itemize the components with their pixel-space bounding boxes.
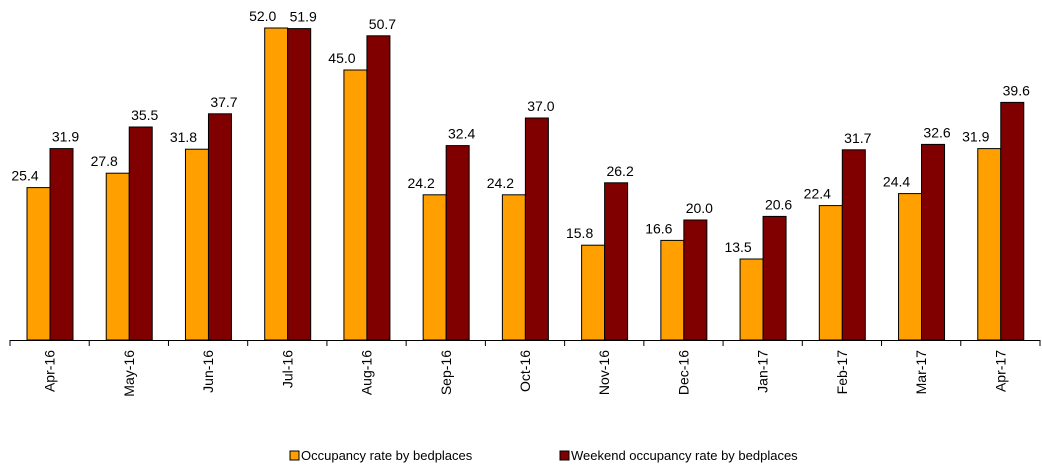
value-label: 16.6 <box>645 220 672 236</box>
legend-swatch-occupancy <box>289 450 300 461</box>
bar-weekend-Feb-17 <box>841 149 866 341</box>
value-label: 24.2 <box>408 175 435 191</box>
x-tick-label: Oct-16 <box>517 350 533 392</box>
legend-swatch-weekend <box>559 450 570 461</box>
value-label: 37.7 <box>210 94 237 110</box>
bar-weekend-Apr-17 <box>1000 101 1025 341</box>
x-axis: Apr-16 May-16 Jun-16 Jul-16 Aug-16 Sep-16 Oct-… <box>9 340 1041 397</box>
bar-weekend-Mar-17 <box>921 143 946 341</box>
bar-weekend-Dec-16 <box>683 219 708 341</box>
value-label: 24.4 <box>883 174 910 190</box>
x-tick-label: Nov-16 <box>596 350 612 395</box>
value-label: 31.9 <box>962 129 989 145</box>
value-label: 52.0 <box>249 8 276 24</box>
bar-occupancy-Jan-17 <box>739 258 764 341</box>
value-label: 20.6 <box>765 196 792 212</box>
bar-weekend-Aug-16 <box>366 35 391 341</box>
bar-occupancy-May-16 <box>105 172 130 341</box>
legend: Occupancy rate by bedplaces Weekend occup… <box>289 448 798 463</box>
bar-weekend-Sep-16 <box>445 145 470 341</box>
bar-occupancy-Jul-16 <box>264 27 289 341</box>
value-labels: 25.4 31.9 27.8 35.5 31.8 37.7 52.0 51.9 45.0 50.7… <box>11 8 1030 255</box>
bar-weekend-May-16 <box>128 126 153 341</box>
bar-occupancy-Apr-17 <box>977 148 1002 341</box>
bars <box>26 27 1025 341</box>
bar-occupancy-Aug-16 <box>343 69 368 341</box>
value-label: 39.6 <box>1003 82 1030 98</box>
bar-weekend-Jul-16 <box>287 28 312 341</box>
x-tick-label: Dec-16 <box>675 350 691 395</box>
bar-weekend-Jan-17 <box>762 215 787 341</box>
x-tick-label: Jan-17 <box>755 350 771 393</box>
bar-occupancy-Apr-16 <box>26 187 51 341</box>
value-label: 15.8 <box>566 225 593 241</box>
value-label: 50.7 <box>369 16 396 32</box>
value-label: 32.6 <box>923 124 950 140</box>
x-tick-label: Apr-17 <box>992 350 1008 392</box>
value-label: 20.0 <box>686 200 713 216</box>
value-label: 27.8 <box>91 153 118 169</box>
bar-occupancy-Feb-17 <box>818 205 843 341</box>
legend-label-occupancy: Occupancy rate by bedplaces <box>301 448 473 463</box>
value-label: 26.2 <box>606 163 633 179</box>
value-label: 24.2 <box>487 175 514 191</box>
bar-weekend-Apr-16 <box>49 148 74 341</box>
bar-occupancy-Oct-16 <box>501 194 526 341</box>
x-tick-label: Jul-16 <box>279 350 295 388</box>
bar-weekend-Jun-16 <box>207 113 232 341</box>
x-tick-label: May-16 <box>121 350 137 397</box>
legend-label-weekend: Weekend occupancy rate by bedplaces <box>571 448 798 463</box>
bar-occupancy-Dec-16 <box>660 239 685 341</box>
x-tick-label: Feb-17 <box>834 350 850 395</box>
x-tick-label: Jun-16 <box>200 350 216 393</box>
bar-occupancy-Mar-17 <box>898 193 923 341</box>
bar-occupancy-Sep-16 <box>422 194 447 341</box>
value-label: 13.5 <box>724 239 751 255</box>
x-tick-label: Apr-16 <box>42 350 58 392</box>
value-label: 35.5 <box>131 107 158 123</box>
bar-occupancy-Jun-16 <box>184 148 209 341</box>
value-label: 31.8 <box>170 129 197 145</box>
bar-weekend-Oct-16 <box>524 117 549 341</box>
value-label: 51.9 <box>290 9 317 25</box>
bar-weekend-Nov-16 <box>604 182 629 341</box>
value-label: 22.4 <box>804 186 831 202</box>
value-label: 25.4 <box>11 168 38 184</box>
x-tick-label: Aug-16 <box>359 350 375 395</box>
x-tick-label: Mar-17 <box>913 350 929 395</box>
value-label: 31.7 <box>844 130 871 146</box>
value-label: 37.0 <box>527 98 554 114</box>
value-label: 31.9 <box>52 129 79 145</box>
value-label: 45.0 <box>328 50 355 66</box>
value-label: 32.4 <box>448 126 475 142</box>
x-tick-label: Sep-16 <box>438 350 454 395</box>
bar-occupancy-Nov-16 <box>581 244 606 341</box>
